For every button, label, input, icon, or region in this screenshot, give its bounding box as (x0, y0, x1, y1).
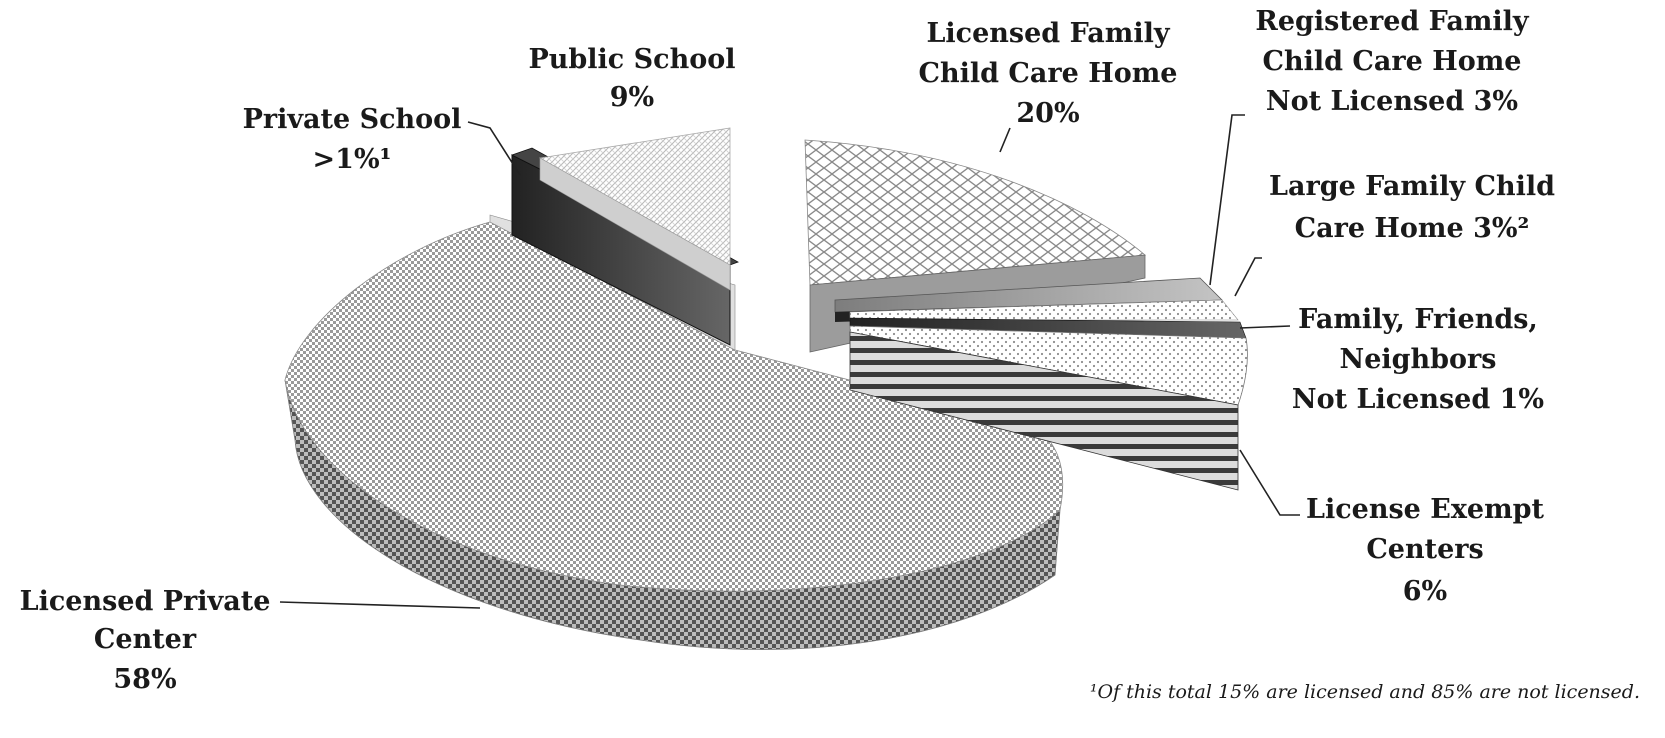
label-line: >1%¹ (313, 144, 392, 175)
label-line: Not Licensed 1% (1292, 384, 1544, 415)
label-line: 58% (113, 664, 176, 695)
label-licensed-family-child-care-home: Licensed Family Child Care Home 20% (919, 18, 1178, 129)
label-line: Licensed Private (20, 586, 271, 617)
label-line: Care Home 3%² (1295, 213, 1530, 244)
label-line: Neighbors (1340, 344, 1497, 375)
label-line: Center (94, 624, 197, 655)
label-line: Licensed Family (926, 18, 1170, 49)
label-line: Private School (243, 104, 462, 135)
label-public-school: Public School 9% (528, 44, 735, 113)
label-large-family-child-care-home: Large Family Child Care Home 3%² (1269, 171, 1555, 244)
label-license-exempt-centers: License Exempt Centers 6% (1306, 494, 1545, 607)
label-line: Large Family Child (1269, 171, 1555, 202)
label-line: License Exempt (1306, 494, 1545, 525)
label-line: Registered Family (1255, 6, 1530, 37)
label-line: 6% (1403, 576, 1447, 607)
label-licensed-private-center: Licensed Private Center 58% (20, 586, 271, 695)
label-line: Not Licensed 3% (1266, 86, 1518, 117)
label-line: Child Care Home (919, 58, 1178, 89)
label-line: Centers (1366, 534, 1483, 565)
label-line: 9% (610, 82, 654, 113)
label-line: Public School (528, 44, 735, 75)
label-line: Family, Friends, (1298, 304, 1538, 335)
footnote: ¹Of this total 15% are licensed and 85% … (1090, 681, 1640, 703)
label-line: 20% (1016, 98, 1079, 129)
label-family-friends-neighbors: Family, Friends, Neighbors Not Licensed … (1292, 304, 1544, 415)
label-private-school: Private School >1%¹ (243, 104, 462, 175)
label-registered-family-child-care-home: Registered Family Child Care Home Not Li… (1255, 6, 1530, 117)
label-line: Child Care Home (1263, 46, 1522, 77)
